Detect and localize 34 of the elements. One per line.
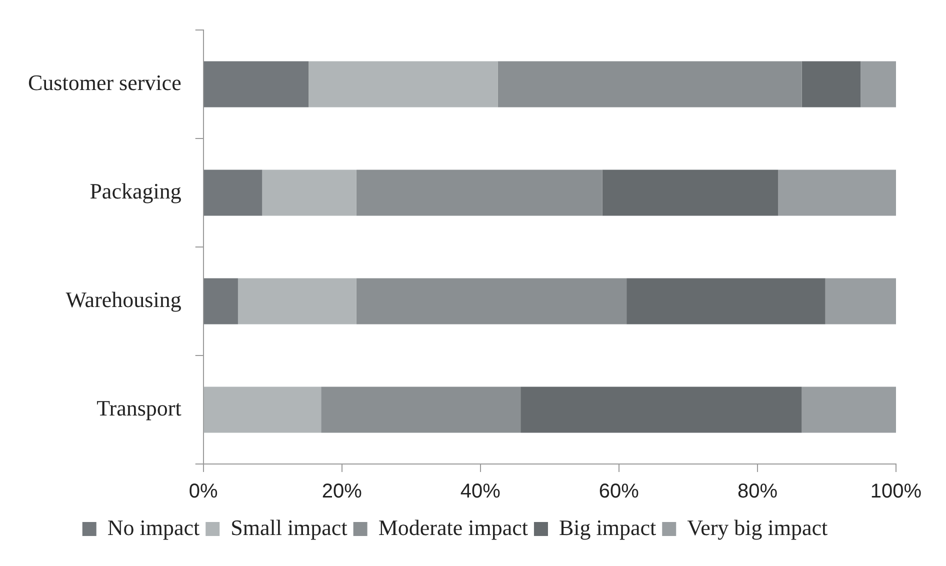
bar [626, 278, 826, 324]
bar [498, 61, 802, 108]
bar [204, 61, 309, 108]
legend-label: Small impact [230, 514, 348, 540]
x-tick-label: 0% [188, 480, 218, 503]
legend-label: Very big impact [687, 514, 828, 540]
y-tick-label: Customer service [28, 70, 182, 96]
x-tick-label: 80% [737, 480, 778, 503]
bar [204, 278, 238, 324]
x-tick-label: 40% [460, 480, 501, 503]
bar [802, 61, 861, 108]
legend-label: No impact [107, 514, 200, 540]
bar [356, 170, 602, 216]
bar [602, 170, 778, 216]
bar [204, 386, 322, 433]
x-tick-label: 100% [870, 480, 922, 503]
bar [825, 278, 896, 324]
y-tick-label: Warehousing [66, 287, 182, 312]
bar [308, 61, 498, 108]
legend-label: Moderate impact [378, 514, 528, 540]
x-tick-label: 60% [598, 480, 640, 503]
y-tick-label: Packaging [90, 178, 182, 204]
x-tick-label: 20% [322, 480, 362, 503]
bar [321, 386, 521, 433]
bar [860, 61, 896, 108]
bar [204, 170, 262, 216]
bar [778, 170, 896, 216]
bar [520, 386, 802, 433]
bar [262, 170, 356, 216]
bar [802, 386, 896, 433]
legend-label: Big impact [558, 514, 656, 540]
bar [356, 278, 627, 324]
bar [238, 278, 356, 324]
y-tick-label: Transport [96, 396, 182, 421]
